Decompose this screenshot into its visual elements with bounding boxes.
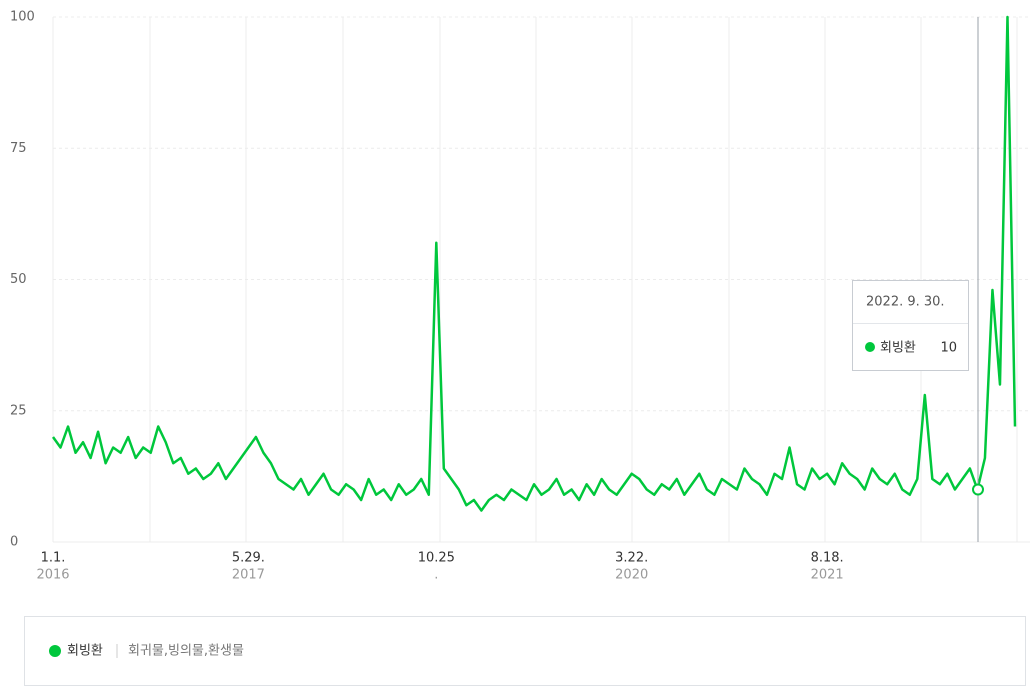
- x-tick-label: 3.22.: [615, 551, 648, 566]
- plot: [51, 15, 1017, 512]
- y-tick-label: 50: [10, 272, 27, 287]
- x-tick-label: 5.29.: [232, 551, 265, 566]
- x-tick-sublabel: 2021: [811, 568, 844, 583]
- legend-name: 회빙환: [67, 644, 103, 659]
- tooltip-series: 회빙환: [880, 341, 916, 356]
- y-tick-label: 0: [10, 535, 18, 550]
- x-tick-sublabel: 2020: [615, 568, 648, 583]
- tooltip: 2022. 9. 30. 회빙환 10: [852, 280, 969, 371]
- y-tick-label: 100: [10, 10, 35, 25]
- x-tick-label: 1.1.: [41, 551, 66, 566]
- h-grid: [53, 16, 1030, 543]
- x-tick-label: 8.18.: [811, 551, 844, 566]
- legend: 회빙환 회귀물,빙의물,환생물: [24, 616, 1026, 686]
- hover-point: [972, 483, 984, 496]
- legend-keywords: 회귀물,빙의물,환생물: [128, 644, 244, 659]
- y-tick-label: 25: [10, 403, 27, 418]
- x-tick-sublabel: .: [434, 568, 438, 583]
- series-line: [51, 15, 1017, 512]
- tooltip-value: 10: [940, 341, 957, 356]
- y-tick-label: 75: [10, 141, 27, 156]
- x-tick-sublabel: 2017: [232, 568, 265, 583]
- x-tick-label: 10.25: [418, 551, 455, 566]
- x-tick-sublabel: 2016: [36, 568, 69, 583]
- tooltip-title: 2022. 9. 30.: [866, 295, 945, 310]
